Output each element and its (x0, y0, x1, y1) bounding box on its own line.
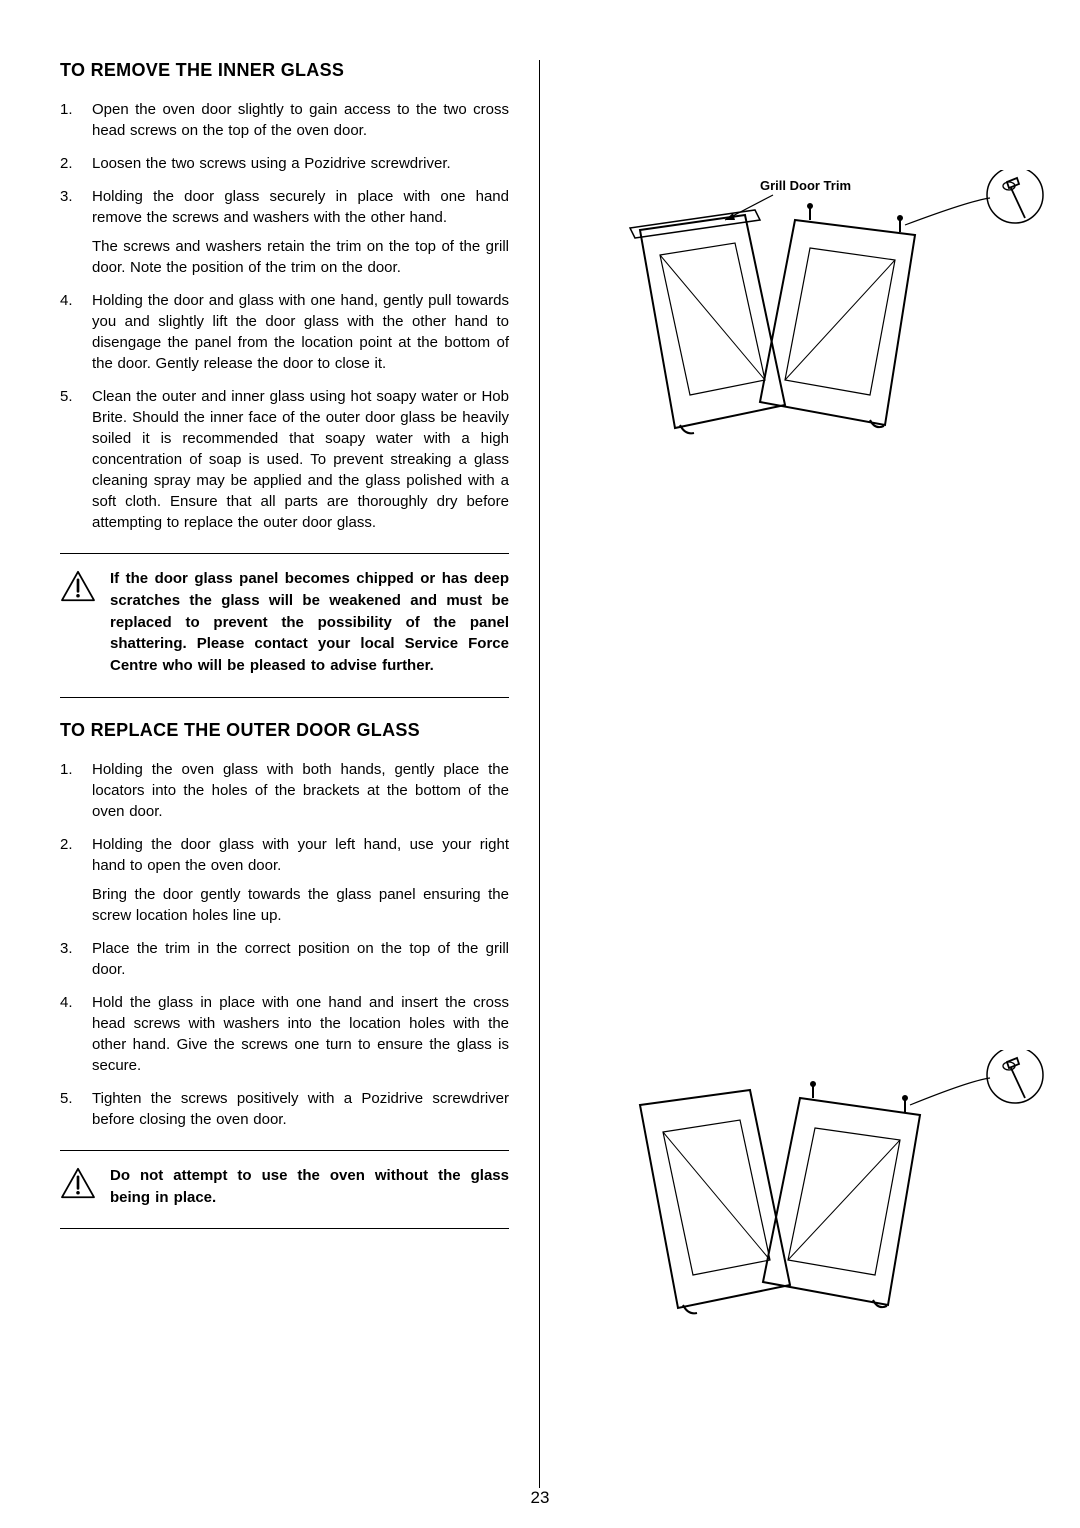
list-item: Open the oven door slightly to gain acce… (60, 99, 509, 141)
list-item-text: Holding the door and glass with one hand… (92, 292, 509, 372)
list-item: Holding the oven glass with both hands, … (60, 759, 509, 822)
list-item: Clean the outer and inner glass using ho… (60, 386, 509, 533)
figure-2 (585, 1050, 1055, 1345)
section1-list: Open the oven door slightly to gain acce… (60, 99, 509, 533)
list-item: Loosen the two screws using a Pozidrive … (60, 153, 509, 174)
list-item-text: Holding the door glass with your left ha… (92, 836, 509, 874)
warning-icon (60, 568, 96, 677)
list-item-sub: Bring the door gently towards the glass … (92, 884, 509, 926)
list-item: Holding the door glass securely in place… (60, 186, 509, 278)
warning-text-1: If the door glass panel becomes chipped … (110, 568, 509, 677)
list-item: Holding the door glass with your left ha… (60, 834, 509, 926)
right-column: Grill Door Trim (570, 60, 1020, 1488)
figure-1: Grill Door Trim (585, 170, 1055, 465)
left-column: TO REMOVE THE INNER GLASS Open the oven … (60, 60, 540, 1488)
list-item-text: Place the trim in the correct position o… (92, 940, 509, 978)
warning-text-2: Do not attempt to use the oven without t… (110, 1165, 509, 1209)
list-item-text: Open the oven door slightly to gain acce… (92, 101, 509, 139)
divider (60, 1228, 509, 1229)
warning-box-1: If the door glass panel becomes chipped … (60, 568, 509, 677)
divider (60, 697, 509, 698)
list-item-text: Holding the oven glass with both hands, … (92, 761, 509, 820)
figure1-label: Grill Door Trim (760, 178, 851, 193)
list-item-text: Holding the door glass securely in place… (92, 188, 509, 226)
warning-icon (60, 1165, 96, 1209)
list-item-text: Clean the outer and inner glass using ho… (92, 388, 509, 531)
page-number: 23 (531, 1488, 550, 1508)
divider (60, 553, 509, 554)
list-item-text: Loosen the two screws using a Pozidrive … (92, 155, 451, 172)
warning-box-2: Do not attempt to use the oven without t… (60, 1165, 509, 1209)
list-item-text: Hold the glass in place with one hand an… (92, 994, 509, 1074)
divider (60, 1150, 509, 1151)
section2-heading: TO REPLACE THE OUTER DOOR GLASS (60, 720, 509, 741)
list-item: Place the trim in the correct position o… (60, 938, 509, 980)
list-item-sub: The screws and washers retain the trim o… (92, 236, 509, 278)
list-item: Holding the door and glass with one hand… (60, 290, 509, 374)
list-item: Tighten the screws positively with a Poz… (60, 1088, 509, 1130)
section1-heading: TO REMOVE THE INNER GLASS (60, 60, 509, 81)
section2-list: Holding the oven glass with both hands, … (60, 759, 509, 1130)
list-item-text: Tighten the screws positively with a Poz… (92, 1090, 509, 1128)
list-item: Hold the glass in place with one hand an… (60, 992, 509, 1076)
